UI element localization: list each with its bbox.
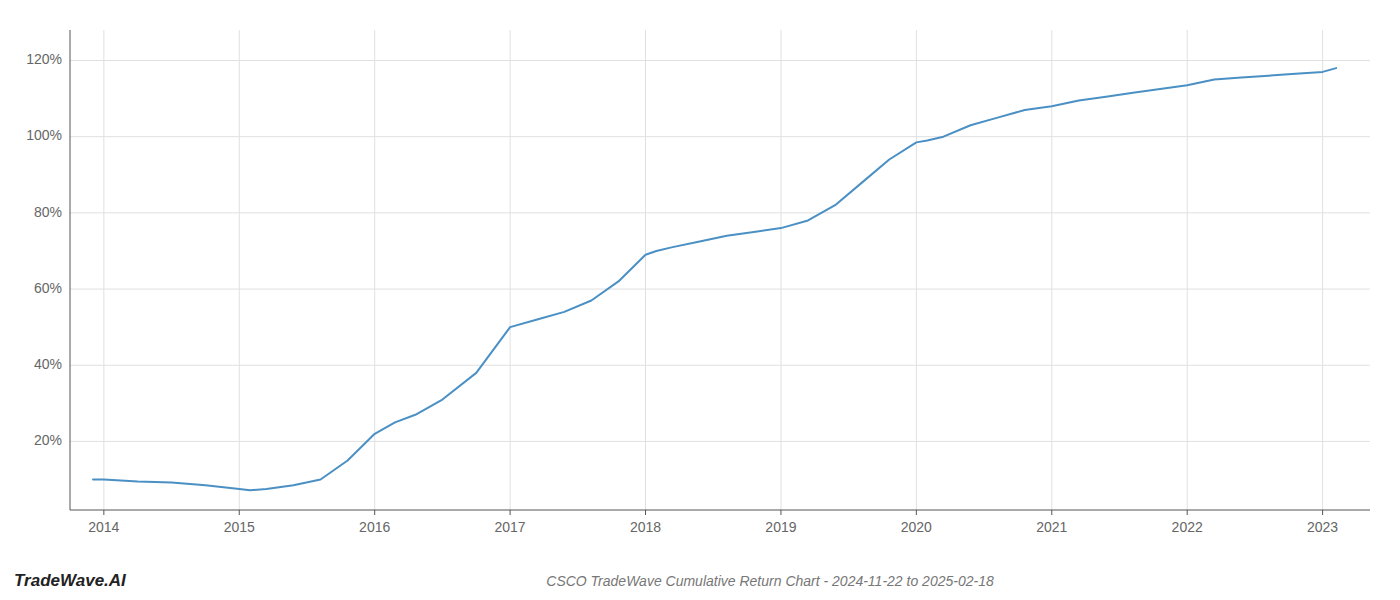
watermark: TradeWave.AI xyxy=(14,571,127,590)
x-tick-label: 2021 xyxy=(1036,519,1067,535)
grid-line-x xyxy=(780,30,781,510)
grid-line-y xyxy=(70,365,1370,366)
x-tick-label: 2022 xyxy=(1172,519,1203,535)
x-tick xyxy=(1322,510,1323,515)
y-tick-label: 80% xyxy=(34,204,62,220)
grid-line-x xyxy=(1322,30,1323,510)
grid-line-x xyxy=(1051,30,1052,510)
x-axis-line xyxy=(70,510,1370,511)
x-tick-label: 2014 xyxy=(88,519,119,535)
y-tick-label: 60% xyxy=(34,280,62,296)
grid-line-y xyxy=(70,212,1370,213)
title: CSCO TradeWave Cumulative Return Chart -… xyxy=(546,573,994,589)
x-tick xyxy=(916,510,917,515)
grid-line-y xyxy=(70,441,1370,442)
y-tick-label: 20% xyxy=(34,432,62,448)
page: {"chart_data": { "type": "line", "title"… xyxy=(0,0,1400,600)
y-tick-label: 120% xyxy=(26,51,62,67)
y-tick-label: 100% xyxy=(26,127,62,143)
grid-line-y xyxy=(70,289,1370,290)
grid-line-x xyxy=(374,30,375,510)
x-tick-label: 2023 xyxy=(1307,519,1338,535)
x-tick xyxy=(239,510,240,515)
x-tick-label: 2018 xyxy=(630,519,661,535)
grid-line-x xyxy=(1187,30,1188,510)
grid-line-y xyxy=(70,136,1370,137)
axes: 2014 2015 2016 2017 2018 2019 2020 2021 2022 2023… xyxy=(26,30,1370,535)
grid-line-x xyxy=(510,30,511,510)
x-tick-label: 2015 xyxy=(224,519,255,535)
x-tick-label: 2020 xyxy=(901,519,932,535)
x-tick xyxy=(780,510,781,515)
grid xyxy=(70,30,1370,510)
plot-data xyxy=(93,68,1336,490)
x-tick-label: 2016 xyxy=(359,519,390,535)
line xyxy=(93,68,1336,490)
x-tick-label: 2017 xyxy=(495,519,526,535)
grid-line-x xyxy=(916,30,917,510)
x-tick-label: 2019 xyxy=(765,519,796,535)
x-tick xyxy=(645,510,646,515)
chart: 2014 2015 2016 2017 2018 2019 2020 2021 2022 2023… xyxy=(0,0,1400,600)
y-axis-line xyxy=(70,30,71,510)
grid-line-x xyxy=(645,30,646,510)
x-tick xyxy=(374,510,375,515)
grid-line-y xyxy=(70,60,1370,61)
x-tick xyxy=(1187,510,1188,515)
x-tick xyxy=(510,510,511,515)
x-tick xyxy=(1051,510,1052,515)
y-tick-label: 40% xyxy=(34,356,62,372)
x-tick xyxy=(103,510,104,515)
grid-line-x xyxy=(239,30,240,510)
grid-line-x xyxy=(103,30,104,510)
